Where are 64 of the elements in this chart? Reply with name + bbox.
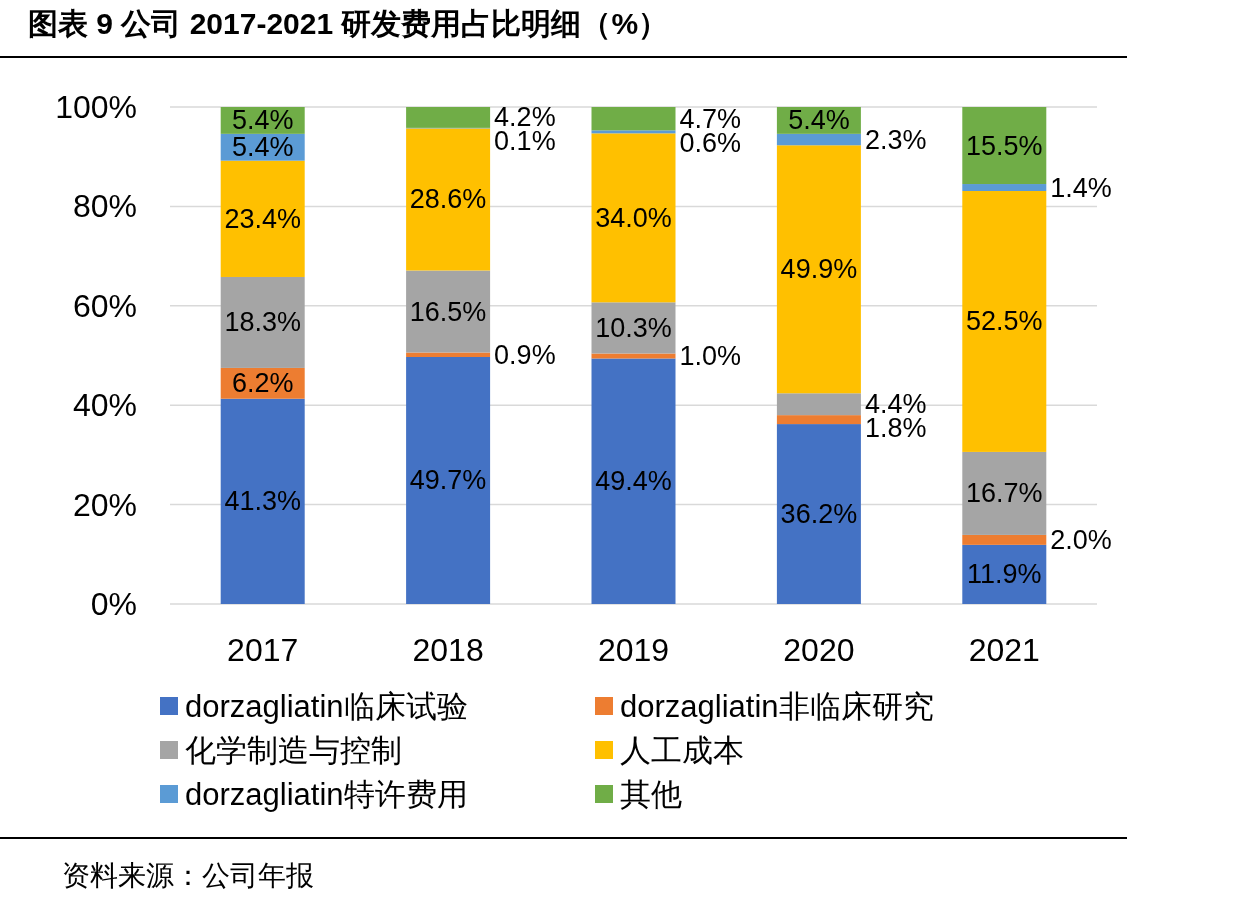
text: 36.2% (780, 499, 858, 530)
x-tick-label: 2019 (597, 632, 670, 668)
y-tick-label: 60% (72, 287, 137, 324)
y-tick-label: 0% (90, 586, 137, 622)
legend-label: 化学制造与控制 (185, 733, 402, 768)
bar (776, 424, 861, 604)
text: 1.8% (864, 413, 927, 444)
x-tick-label: 2017 (227, 632, 299, 668)
bar (962, 451, 1047, 535)
text: 49.7% (409, 465, 487, 496)
bar (776, 133, 861, 146)
text: 0.9% (494, 339, 556, 370)
bar (776, 415, 861, 425)
legend-label: 人工成本 (620, 733, 744, 768)
bar (220, 160, 305, 277)
text: 1.4% (1050, 172, 1112, 203)
bar (406, 270, 491, 353)
text: 34.0% (595, 202, 672, 233)
legend-label: dorzagliatin非临床研究 (620, 689, 934, 724)
text: 18.3% (224, 307, 301, 338)
y-tick-label: 20% (72, 486, 137, 523)
text: 1.0% (679, 341, 742, 371)
text: 49.9% (780, 254, 858, 285)
text: 49.4% (595, 466, 672, 497)
y-tick-label: 80% (72, 188, 137, 225)
x-tick-label: 2021 (968, 632, 1040, 668)
bar (406, 107, 491, 128)
bar (776, 145, 861, 394)
legend-label: dorzagliatin特许费用 (185, 777, 468, 812)
bar (220, 276, 305, 368)
text: 23.4% (224, 203, 301, 234)
x-tick-label: 2020 (783, 632, 855, 668)
bar (591, 107, 676, 131)
bar (962, 107, 1047, 185)
y-tick-label: 40% (72, 387, 137, 424)
text: 41.3% (224, 486, 301, 517)
bar (962, 534, 1047, 545)
bar (962, 184, 1047, 191)
legend-label: dorzagliatin临床试验 (185, 689, 468, 724)
text: 11.9% (967, 559, 1042, 590)
bar (406, 128, 491, 271)
bar (591, 130, 676, 134)
text: 10.3% (595, 312, 672, 343)
text: 资料来源：公司年报 (62, 860, 314, 891)
legend-label: 其他 (620, 777, 682, 812)
text: 52.5% (966, 306, 1043, 337)
text: 5.4% (788, 105, 850, 136)
bar (962, 190, 1047, 452)
bar (591, 133, 676, 303)
text: 28.6% (409, 184, 487, 215)
y-tick-label: 100% (55, 89, 137, 125)
text: 2.0% (1050, 524, 1112, 555)
bar (591, 358, 676, 604)
bar (776, 393, 861, 416)
x-tick-label: 2018 (412, 632, 484, 668)
text: 15.5% (966, 130, 1043, 161)
text: 16.5% (409, 296, 487, 327)
chart-title: 图表 9 公司 2017-2021 研发费用占比明细（%） (28, 7, 669, 40)
bar (406, 356, 491, 604)
text: 0.1% (494, 126, 556, 157)
bar (220, 398, 305, 604)
text: 16.7% (966, 478, 1043, 509)
text: 2.3% (864, 124, 927, 155)
text: 6.2% (231, 368, 294, 399)
